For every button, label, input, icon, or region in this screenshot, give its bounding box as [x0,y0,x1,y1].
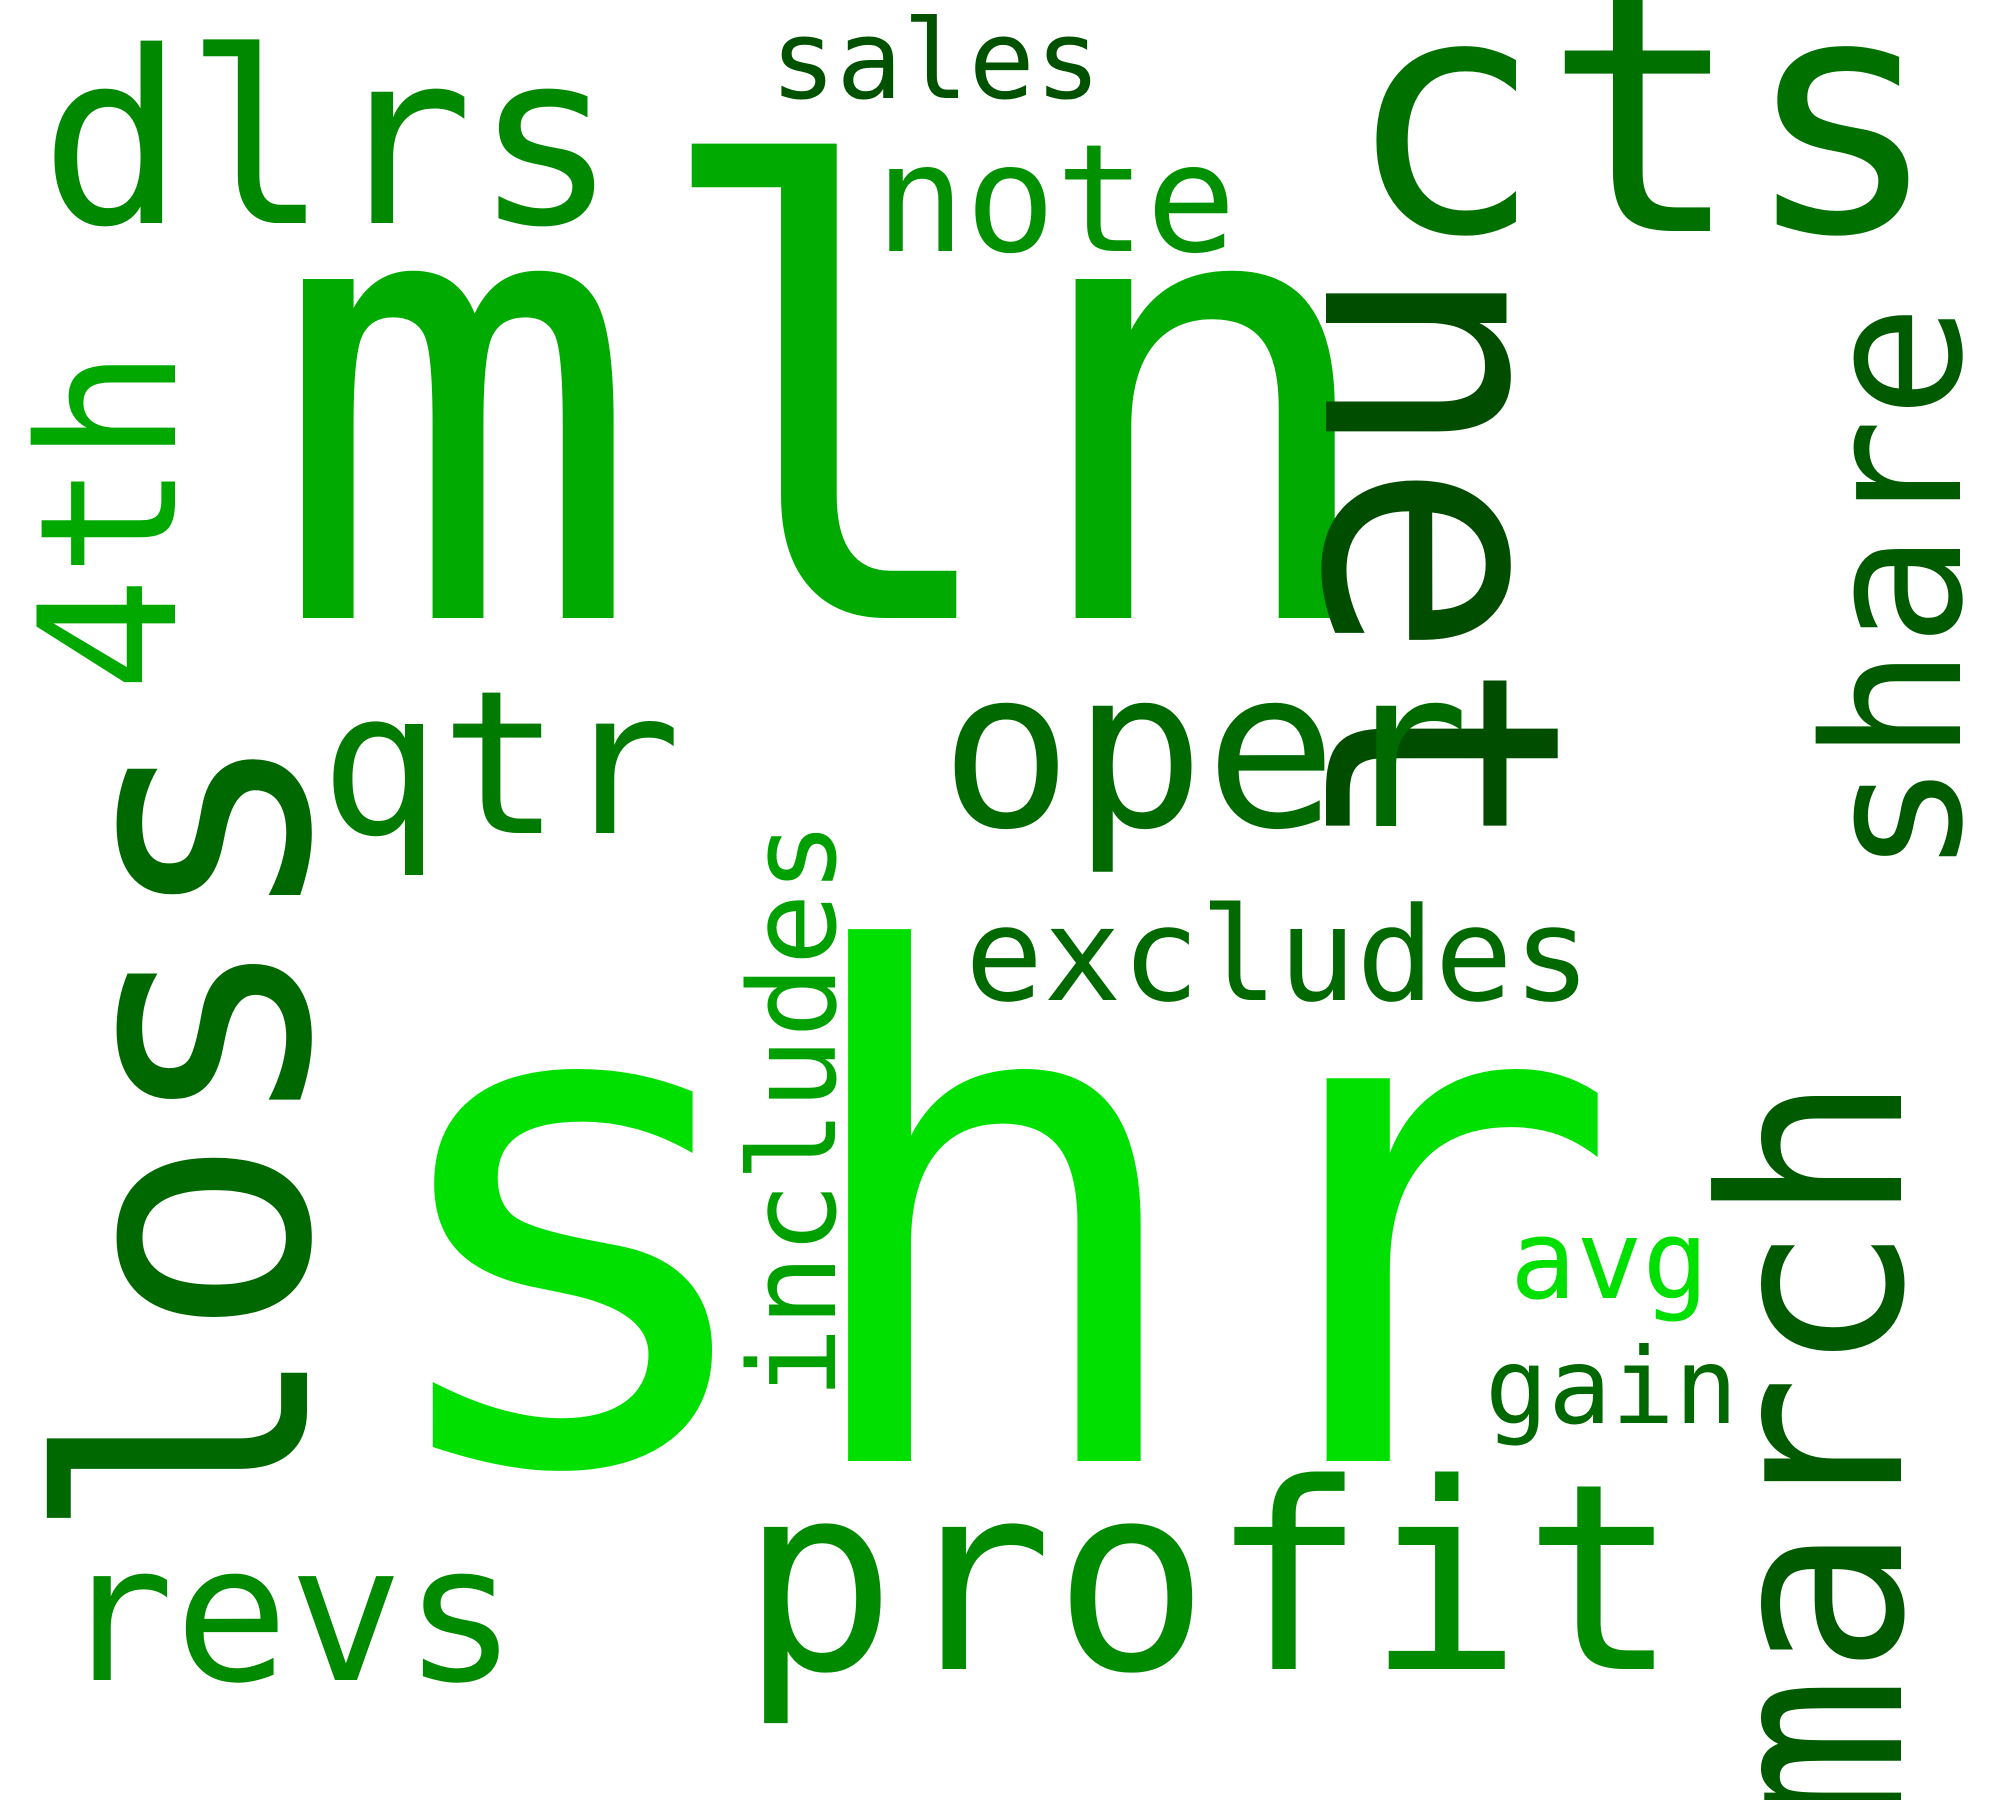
word-note: note [875,113,1237,287]
word-qtr: qtr [320,648,682,881]
word-share: share [1784,304,2000,876]
word-includes: includes [725,821,864,1399]
word-revs: revs [60,1504,518,1725]
word-mln: mln [270,44,1390,765]
word-cts: cts [1345,0,1942,309]
word-profit: profit [740,1429,1680,1731]
word-shr: shr [360,812,1625,1627]
word-avg: avg [1510,1196,1709,1324]
word-loss: loss [0,725,388,1545]
word-excludes: excludes [965,879,1592,1031]
word-4th: 4th [0,348,220,692]
word-sales: sales [770,0,1102,124]
word-dlrs: dlrs [40,0,618,280]
word-gain: gain [1485,1326,1738,1448]
word-oper: oper [940,622,1470,878]
